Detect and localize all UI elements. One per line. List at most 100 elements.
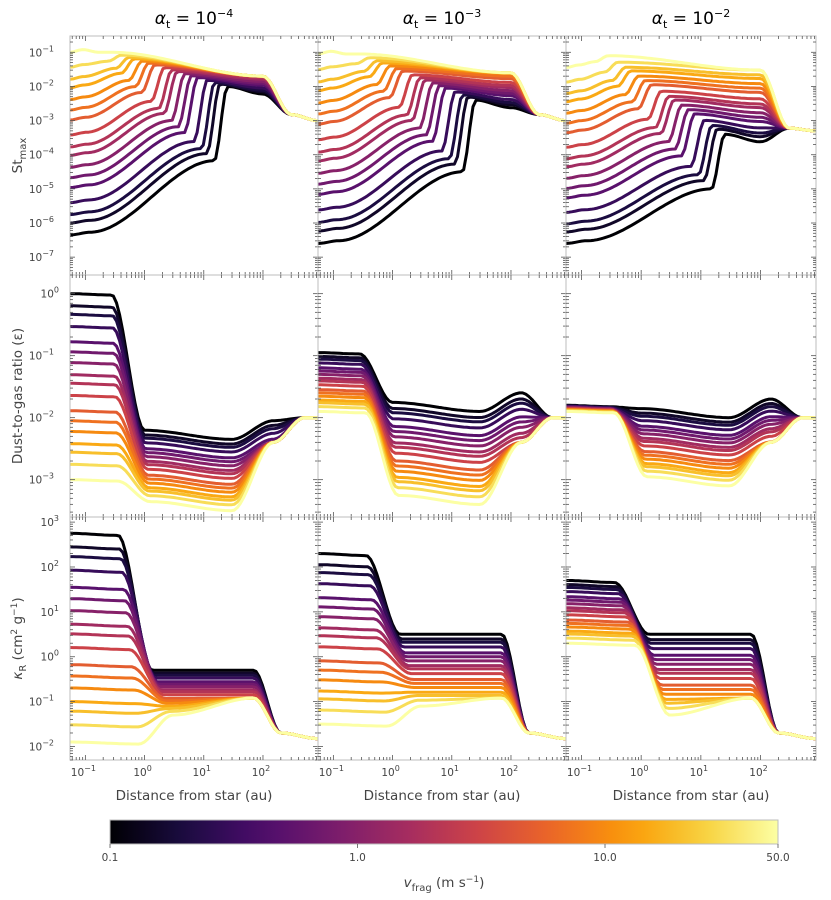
series-line-vfrag-0.7: [566, 108, 816, 190]
colorbar-label: vfrag (m s−1): [404, 875, 485, 894]
x-axis-label-0: Distance from star (au): [116, 788, 273, 804]
series-line-vfrag-50: [70, 416, 318, 513]
panel-frame: [565, 516, 817, 761]
x-tick-exponent: 0: [147, 764, 152, 773]
y-tick-exponent: −4: [42, 147, 54, 156]
row-ylabel-0: Stmax: [10, 138, 29, 174]
colorbar-tick-label: 10.0: [593, 852, 616, 864]
series-group: [566, 579, 816, 741]
y-tick-exponent: −5: [42, 181, 54, 190]
y-tick-label: 10−4: [29, 147, 54, 162]
column-title-1: αt = 10−3: [403, 7, 481, 31]
series-line-vfrag-0.2: [566, 124, 816, 226]
y-tick-label: 10−3: [29, 113, 54, 128]
y-tick-exponent: −3: [42, 472, 54, 481]
series-line-vfrag-50: [318, 49, 566, 123]
y-tick-label: 101: [41, 604, 59, 619]
x-tick-label: 100: [133, 764, 151, 779]
panel-r0-c0: 10−7 10−6 10−5 10−4 10−3 10−2 10−1: [29, 35, 319, 276]
series-line-vfrag-0.7: [318, 369, 566, 443]
series-line-vfrag-0.3: [70, 325, 318, 454]
x-tick-label: 102: [500, 764, 518, 779]
panel-r1-c2: [565, 274, 817, 518]
series-line-vfrag-50: [566, 410, 816, 488]
x-tick-exponent: 0: [643, 764, 648, 773]
series-line-vfrag-0.3: [318, 361, 566, 430]
x-tick-label: 102: [749, 764, 767, 779]
x-tick-exponent: 0: [395, 764, 400, 773]
y-tick-label: 10−5: [29, 181, 54, 196]
series-line-vfrag-3: [566, 89, 816, 149]
panel-r1-c0: 10−3 10−2 10−1 100: [29, 274, 319, 518]
x-tick-label: 101: [441, 764, 459, 779]
panel-r2-c2: 1 0 −1 100 101 102: [565, 516, 817, 779]
y-tick-label: 10−1: [29, 694, 54, 709]
y-tick-exponent: 0: [54, 286, 59, 295]
x-tick-label: 100: [381, 764, 399, 779]
series-line-vfrag-0.5: [318, 366, 566, 438]
colorbar-tick-label: 0.1: [102, 852, 119, 864]
y-tick-exponent: −2: [42, 78, 54, 87]
series-line-vfrag-50: [318, 410, 566, 506]
x-axis-label-2: Distance from star (au): [613, 788, 770, 804]
series-line-vfrag-0.2: [318, 357, 566, 424]
series-line-vfrag-0.1: [566, 126, 816, 245]
series-line-vfrag-50: [70, 696, 318, 746]
colorbar-tick-label: 50.0: [766, 852, 789, 864]
y-tick-label: 10−2: [29, 738, 54, 753]
x-tick-exponent: 1: [703, 764, 708, 773]
panel-background: [70, 517, 318, 760]
panel-r2-c1: 10−1 100 101 102: [317, 516, 567, 779]
x-tick-label: 101: [690, 764, 708, 779]
y-tick-exponent: 2: [54, 559, 59, 568]
x-tick-exponent: 1: [206, 764, 211, 773]
column-title-2: αt = 10−2: [652, 7, 730, 31]
x-axis-labels: Distance from star (au) Distance from sta…: [116, 788, 770, 804]
series-line-vfrag-0.1: [318, 351, 566, 420]
y-tick-exponent: −1: [42, 44, 54, 53]
x-tick-exponent: −1: [580, 764, 592, 773]
series-line-vfrag-2: [318, 379, 566, 458]
x-tick-exponent: 2: [513, 764, 518, 773]
y-tick-exponent: 1: [54, 604, 59, 613]
y-tick-label: 102: [41, 559, 59, 574]
y-tick-exponent: −1: [42, 348, 54, 357]
y-tick-exponent: −2: [42, 410, 54, 419]
y-tick-label: 10−7: [29, 249, 54, 264]
y-tick-exponent: 3: [54, 514, 59, 523]
panel-r0-c1: [317, 35, 567, 276]
series-line-vfrag-0.2: [70, 312, 318, 449]
series-line-vfrag-1: [318, 372, 566, 448]
panel-r0-c2: [565, 35, 817, 276]
series-line-vfrag-0.1: [70, 292, 318, 441]
series-group: [70, 48, 318, 237]
y-tick-exponent: −1: [42, 694, 54, 703]
y-tick-label: 103: [41, 514, 59, 529]
series-group: [70, 292, 318, 513]
y-tick-exponent: −7: [42, 249, 54, 258]
x-tick-exponent: 2: [763, 764, 768, 773]
row-ylabel-2: κR (cm2 g−1): [10, 597, 29, 679]
series-line-vfrag-0.5: [566, 112, 816, 200]
series-line-vfrag-50: [566, 54, 816, 133]
x-tick-exponent: −1: [84, 764, 96, 773]
x-tick-label: 10−1: [319, 764, 344, 779]
y-tick-label: 10−2: [29, 78, 54, 93]
y-tick-label: 10−6: [29, 215, 54, 230]
colorbar: 0.1 1.0 10.0 50.0 vfrag (m s−1): [102, 819, 790, 894]
x-tick-label: 100: [630, 764, 648, 779]
panel-grid: 10−710−610−510−410−310−210−110−310−210−1…: [29, 35, 817, 779]
y-tick-label: 10−3: [29, 472, 54, 487]
y-tick-label: 10−2: [29, 410, 54, 425]
colorbar-bar: [109, 819, 779, 845]
y-tick-label: 10−1: [29, 348, 54, 363]
series-group: [566, 54, 816, 245]
x-tick-exponent: 1: [454, 764, 459, 773]
series-line-vfrag-50: [70, 48, 318, 123]
series-group: [318, 49, 566, 245]
x-tick-label: 10−1: [71, 764, 96, 779]
y-tick-exponent: −2: [42, 738, 54, 747]
y-tick-label: 100: [41, 286, 59, 301]
